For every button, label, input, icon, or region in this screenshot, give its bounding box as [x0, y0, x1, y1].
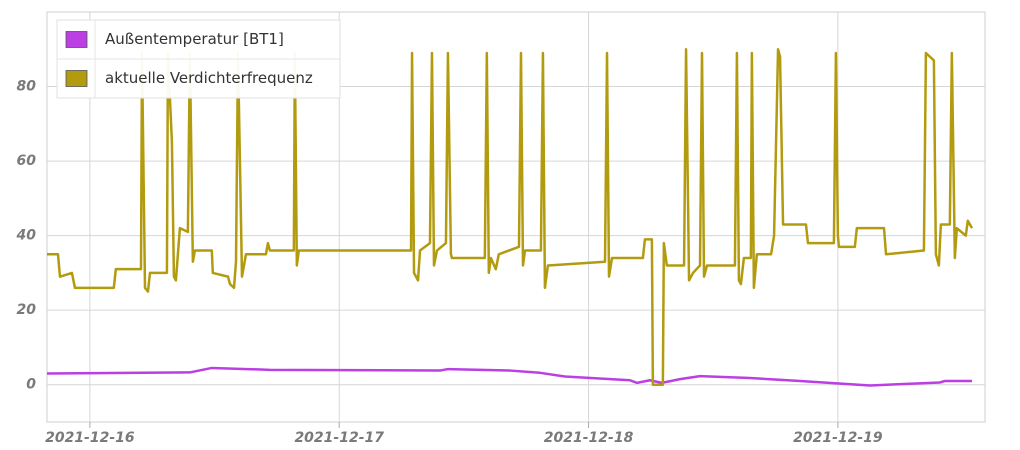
- y-tick-label: 60: [17, 153, 37, 169]
- legend-swatch: [65, 31, 88, 48]
- legend-label: aktuelle Verdichterfrequenz: [105, 69, 313, 87]
- y-tick-label: 40: [16, 228, 37, 244]
- legend-label: Außentemperatur [BT1]: [105, 30, 284, 48]
- y-tick-label: 80: [17, 79, 37, 95]
- series-line: [46, 366, 973, 387]
- x-tick-label: 2021-12-17: [294, 430, 384, 446]
- x-tick-label: 2021-12-18: [544, 430, 634, 446]
- x-tick-label: 2021-12-19: [793, 430, 883, 446]
- series-line: [47, 48, 974, 386]
- y-tick-label: 0: [26, 377, 36, 393]
- legend-swatch: [65, 70, 88, 87]
- y-tick-label: 20: [17, 302, 37, 318]
- x-tick-label: 2021-12-16: [45, 430, 135, 446]
